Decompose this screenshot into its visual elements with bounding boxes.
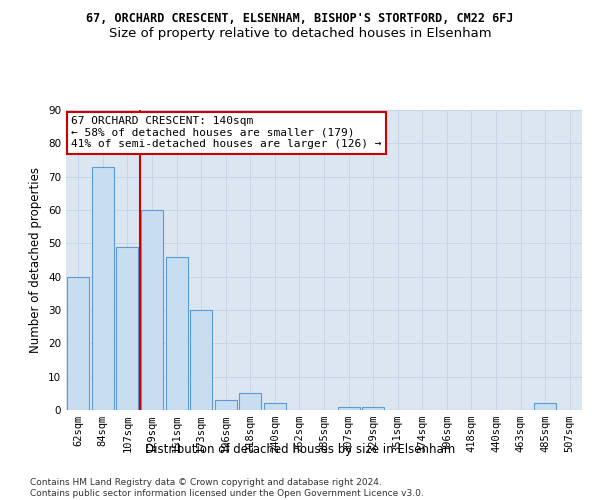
Bar: [141, 210, 163, 410]
Text: Size of property relative to detached houses in Elsenham: Size of property relative to detached ho…: [109, 28, 491, 40]
Y-axis label: Number of detached properties: Number of detached properties: [29, 167, 43, 353]
Bar: [166, 256, 188, 410]
Bar: [67, 276, 89, 410]
Bar: [92, 166, 114, 410]
Bar: [190, 310, 212, 410]
Bar: [362, 406, 384, 410]
Text: Contains HM Land Registry data © Crown copyright and database right 2024.
Contai: Contains HM Land Registry data © Crown c…: [30, 478, 424, 498]
Bar: [215, 400, 237, 410]
Bar: [116, 246, 139, 410]
Bar: [338, 406, 359, 410]
Text: 67 ORCHARD CRESCENT: 140sqm
← 58% of detached houses are smaller (179)
41% of se: 67 ORCHARD CRESCENT: 140sqm ← 58% of det…: [71, 116, 382, 149]
Text: Distribution of detached houses by size in Elsenham: Distribution of detached houses by size …: [145, 442, 455, 456]
Bar: [239, 394, 262, 410]
Text: 67, ORCHARD CRESCENT, ELSENHAM, BISHOP'S STORTFORD, CM22 6FJ: 67, ORCHARD CRESCENT, ELSENHAM, BISHOP'S…: [86, 12, 514, 26]
Bar: [534, 404, 556, 410]
Bar: [264, 404, 286, 410]
